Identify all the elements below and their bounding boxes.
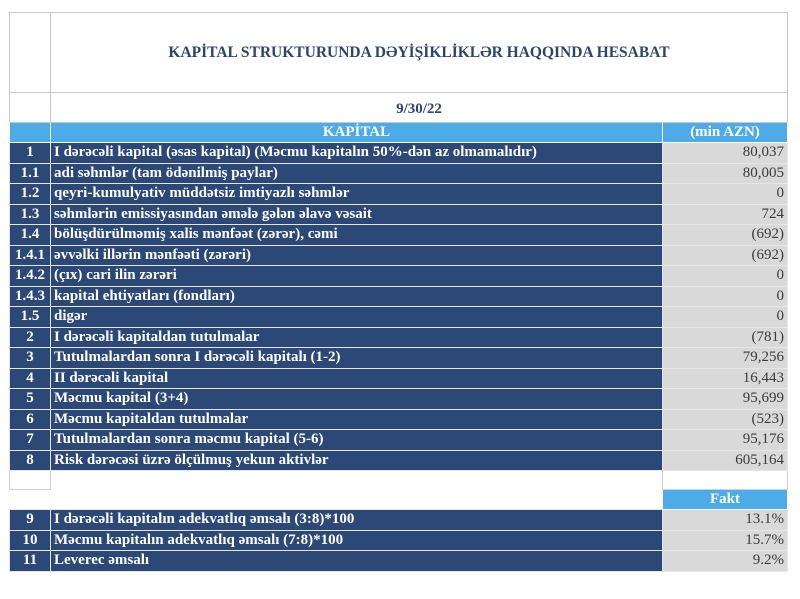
row-label: digər: [50, 306, 663, 328]
row-value: 605,164: [661, 449, 789, 471]
row-label: Tutulmalardan sonra məcmu kapital (5-6): [50, 429, 663, 451]
table-row: 1.3 səhmlərin emissiyasından əmələ gələn …: [9, 203, 789, 225]
row-label: II dərəcəli kapital: [50, 367, 663, 389]
row-number: 2: [9, 326, 51, 348]
title-row: KAPİTAL STRUKTURUNDA DƏYİŞİKLİKLƏR HAQQI…: [9, 12, 788, 93]
row-number: 1.2: [9, 183, 51, 205]
row-value: 0: [661, 285, 789, 307]
row-value: (523): [661, 408, 789, 430]
row-value: 13.1%: [661, 509, 789, 531]
row-number: 1.3: [9, 203, 51, 225]
table-row: 7 Tutulmalardan sonra məcmu kapital (5-6)…: [9, 429, 789, 451]
row-number: 3: [9, 347, 51, 369]
fakt-header: Fakt: [661, 489, 789, 510]
row-number: 1.1: [9, 162, 51, 184]
row-label: kapital ehtiyatları (fondları): [50, 285, 663, 307]
table-row: 1.4 bölüşdürülməmiş xalis mənfəət (zərər)…: [9, 224, 789, 246]
row-label: qeyri-kumulyativ müddətsiz imtiyazlı səh…: [50, 183, 663, 205]
row-label: I dərəcəli kapitaldan tutulmalar: [50, 326, 663, 348]
table-row: 1.1 adi səhmlər (tam ödənilmiş paylar) 80,…: [9, 162, 789, 184]
row-value: (692): [661, 224, 789, 246]
empty-cell: [51, 490, 663, 510]
table-row: 1.5 digər 0: [9, 306, 789, 328]
empty-cell: [661, 470, 789, 490]
table-row: 1.2 qeyri-kumulyativ müddətsiz imtiyazlı …: [9, 183, 789, 205]
row-number: 1.4.2: [9, 265, 51, 287]
corner-cell: [9, 12, 51, 93]
table-row: 1.4.1 əvvəlki illərin mənfəəti (zərəri) (6…: [9, 244, 789, 266]
table-row: 6 Məcmu kapitaldan tutulmalar (523): [9, 408, 789, 430]
row-value: 9.2%: [661, 550, 789, 572]
row-value: (692): [661, 244, 789, 266]
row-number: 8: [9, 449, 51, 471]
row-label: bölüşdürülməmiş xalis mənfəət (zərər), c…: [50, 224, 663, 246]
row-value: 0: [661, 183, 789, 205]
row-number: 4: [9, 367, 51, 389]
row-value: 15.7%: [661, 529, 789, 551]
header-section: KAPİTAL: [50, 122, 663, 143]
row-label: Məcmu kapitaldan tutulmalar: [50, 408, 663, 430]
row-value: (781): [661, 326, 789, 348]
row-number: 11: [9, 550, 51, 572]
date-row: 9/30/22: [9, 92, 788, 123]
empty-cell: [9, 92, 51, 123]
row-value: 80,037: [661, 142, 789, 164]
row-number: 10: [9, 529, 51, 551]
row-number: 1.4: [9, 224, 51, 246]
table-row: 4 II dərəcəli kapital 16,443: [9, 367, 789, 389]
row-label: Tutulmalardan sonra I dərəcəli kapitalı …: [50, 347, 663, 369]
row-value: 95,176: [661, 429, 789, 451]
table-row: 11 Leverec əmsalı 9.2%: [9, 550, 789, 572]
report-title: KAPİTAL STRUKTURUNDA DƏYİŞİKLİKLƏR HAQQI…: [50, 12, 788, 93]
row-number: 1.4.1: [9, 244, 51, 266]
row-number: 5: [9, 388, 51, 410]
row-number: 7: [9, 429, 51, 451]
row-number: 6: [9, 408, 51, 430]
report-sheet: KAPİTAL STRUKTURUNDA DƏYİŞİKLİKLƏR HAQQI…: [9, 12, 789, 572]
row-label: I dərəcəli kapitalın adekvatlıq əmsalı (…: [50, 509, 663, 531]
row-value: 724: [661, 203, 789, 225]
header-unit: (min AZN): [661, 122, 789, 143]
row-label: Risk dərəcəsi üzrə ölçülmuş yekun aktivl…: [50, 449, 663, 471]
row-value: 95,699: [661, 388, 789, 410]
table-row: 1.4.2 (çıx) cari ilin zərəri 0: [9, 265, 789, 287]
ratios-header-row: Fakt: [10, 489, 789, 510]
header-no-cell: [9, 122, 51, 143]
empty-cell: [10, 490, 51, 510]
row-label: əvvəlki illərin mənfəəti (zərəri): [50, 244, 663, 266]
row-label: Leverec əmsalı: [50, 550, 663, 572]
table-row: 10 Məcmu kapitalın adekvatlıq əmsalı (7:8…: [9, 529, 789, 551]
empty-cell: [9, 470, 51, 490]
row-label: Məcmu kapital (3+4): [50, 388, 663, 410]
row-value: 0: [661, 306, 789, 328]
row-number: 1: [9, 142, 51, 164]
row-label: Məcmu kapitalın adekvatlıq əmsalı (7:8)*…: [50, 529, 663, 551]
table-row: 3 Tutulmalardan sonra I dərəcəli kapitalı…: [9, 347, 789, 369]
row-value: 0: [661, 265, 789, 287]
row-number: 1.5: [9, 306, 51, 328]
capital-table: KAPİTAL STRUKTURUNDA DƏYİŞİKLİKLƏR HAQQI…: [9, 12, 789, 572]
row-value: 16,443: [661, 367, 789, 389]
report-date: 9/30/22: [50, 92, 788, 123]
header-row: KAPİTAL (min AZN): [9, 122, 789, 143]
row-label: səhmlərin emissiyasından əmələ gələn əla…: [50, 203, 663, 225]
row-value: 80,005: [661, 162, 789, 184]
row-label: I dərəcəli kapital (əsas kapital) (Məcmu…: [50, 142, 663, 164]
row-number: 1.4.3: [9, 285, 51, 307]
spacer-row: [9, 470, 789, 490]
table-row: 1.4.3 kapital ehtiyatları (fondları) 0: [9, 285, 789, 307]
table-row: 8 Risk dərəcəsi üzrə ölçülmuş yekun aktiv…: [9, 449, 789, 471]
row-label: (çıx) cari ilin zərəri: [50, 265, 663, 287]
empty-cell: [50, 470, 663, 490]
row-value: 79,256: [661, 347, 789, 369]
row-number: 9: [9, 509, 51, 531]
row-label: adi səhmlər (tam ödənilmiş paylar): [50, 162, 663, 184]
table-row: 5 Məcmu kapital (3+4) 95,699: [9, 388, 789, 410]
